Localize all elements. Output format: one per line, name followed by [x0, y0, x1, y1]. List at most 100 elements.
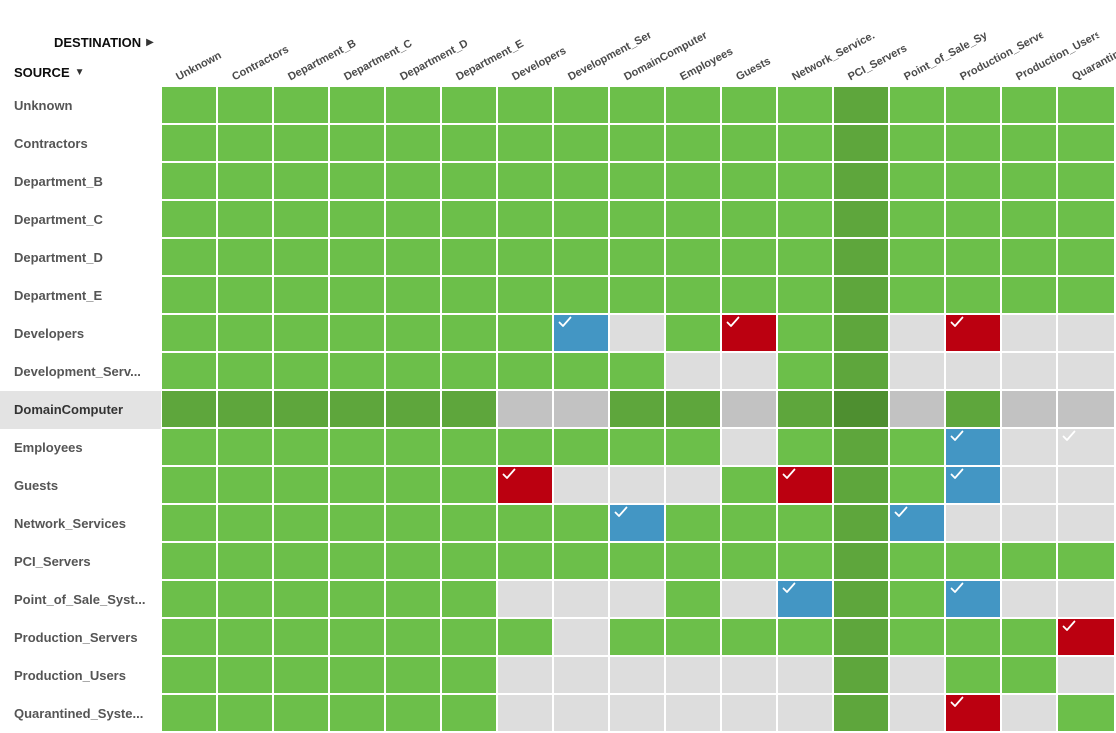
policy-cell[interactable] — [946, 87, 1000, 123]
policy-cell[interactable] — [1002, 543, 1056, 579]
policy-cell[interactable] — [162, 277, 216, 313]
policy-cell[interactable] — [498, 353, 552, 389]
policy-cell[interactable] — [498, 163, 552, 199]
policy-cell[interactable] — [162, 543, 216, 579]
policy-cell[interactable] — [330, 201, 384, 237]
policy-cell[interactable] — [274, 315, 328, 351]
policy-cell[interactable] — [218, 125, 272, 161]
policy-cell[interactable] — [666, 581, 720, 617]
policy-cell[interactable] — [946, 353, 1000, 389]
policy-cell[interactable] — [610, 87, 664, 123]
policy-cell[interactable] — [834, 125, 888, 161]
policy-cell[interactable] — [330, 543, 384, 579]
policy-cell[interactable] — [554, 239, 608, 275]
policy-cell[interactable] — [386, 543, 440, 579]
policy-cell[interactable] — [218, 315, 272, 351]
policy-cell[interactable] — [386, 619, 440, 655]
policy-cell[interactable] — [330, 391, 384, 427]
policy-cell[interactable] — [162, 619, 216, 655]
policy-cell[interactable] — [722, 467, 776, 503]
policy-cell[interactable] — [946, 657, 1000, 693]
policy-cell[interactable] — [330, 581, 384, 617]
policy-cell[interactable] — [890, 353, 944, 389]
row-header-production-users[interactable]: Production_Users — [14, 668, 126, 683]
policy-cell[interactable] — [722, 619, 776, 655]
policy-cell[interactable] — [1058, 543, 1114, 579]
policy-cell[interactable] — [722, 87, 776, 123]
policy-cell[interactable] — [498, 619, 552, 655]
policy-cell[interactable] — [834, 315, 888, 351]
policy-cell[interactable] — [778, 429, 832, 465]
policy-cell[interactable] — [890, 125, 944, 161]
policy-cell[interactable] — [1002, 581, 1056, 617]
policy-cell[interactable] — [666, 429, 720, 465]
policy-cell[interactable] — [778, 695, 832, 731]
policy-cell[interactable] — [1058, 201, 1114, 237]
policy-cell[interactable] — [722, 505, 776, 541]
policy-cell[interactable] — [386, 315, 440, 351]
policy-cell[interactable] — [610, 581, 664, 617]
policy-cell[interactable] — [386, 125, 440, 161]
source-sort-toggle[interactable]: SOURCE ▼ — [14, 65, 85, 80]
row-header-developers[interactable]: Developers — [14, 326, 85, 341]
destination-sort-toggle[interactable]: DESTINATION ▶ — [54, 35, 154, 50]
policy-cell[interactable] — [722, 239, 776, 275]
policy-cell[interactable] — [274, 657, 328, 693]
policy-cell[interactable] — [610, 277, 664, 313]
policy-cell[interactable] — [778, 277, 832, 313]
policy-cell[interactable] — [442, 239, 496, 275]
policy-cell[interactable] — [834, 505, 888, 541]
policy-cell[interactable] — [218, 657, 272, 693]
policy-cell[interactable] — [442, 125, 496, 161]
policy-cell[interactable] — [1002, 353, 1056, 389]
policy-cell[interactable] — [666, 87, 720, 123]
policy-cell[interactable] — [554, 201, 608, 237]
policy-cell[interactable] — [778, 657, 832, 693]
policy-cell[interactable] — [386, 201, 440, 237]
policy-cell[interactable] — [834, 695, 888, 731]
policy-cell[interactable] — [554, 429, 608, 465]
policy-cell[interactable] — [442, 353, 496, 389]
policy-cell[interactable] — [218, 353, 272, 389]
row-header-contractors[interactable]: Contractors — [14, 136, 88, 151]
policy-cell[interactable] — [778, 619, 832, 655]
policy-cell[interactable] — [834, 87, 888, 123]
policy-cell[interactable] — [554, 315, 608, 351]
policy-cell[interactable] — [778, 125, 832, 161]
policy-cell[interactable] — [554, 87, 608, 123]
row-header-department-b[interactable]: Department_B — [14, 174, 103, 189]
policy-cell[interactable] — [890, 87, 944, 123]
policy-cell[interactable] — [610, 695, 664, 731]
policy-cell[interactable] — [498, 467, 552, 503]
row-header-employees[interactable]: Employees — [14, 440, 83, 455]
policy-cell[interactable] — [722, 163, 776, 199]
policy-cell[interactable] — [834, 239, 888, 275]
policy-cell[interactable] — [610, 315, 664, 351]
policy-cell[interactable] — [1058, 315, 1114, 351]
policy-cell[interactable] — [386, 163, 440, 199]
policy-cell[interactable] — [386, 429, 440, 465]
policy-cell[interactable] — [778, 353, 832, 389]
policy-cell[interactable] — [834, 201, 888, 237]
policy-cell[interactable] — [498, 581, 552, 617]
policy-cell[interactable] — [498, 277, 552, 313]
policy-cell[interactable] — [890, 505, 944, 541]
policy-cell[interactable] — [1058, 505, 1114, 541]
policy-cell[interactable] — [610, 391, 664, 427]
policy-cell[interactable] — [946, 505, 1000, 541]
policy-cell[interactable] — [778, 201, 832, 237]
policy-cell[interactable] — [162, 315, 216, 351]
policy-cell[interactable] — [666, 353, 720, 389]
policy-cell[interactable] — [890, 581, 944, 617]
policy-cell[interactable] — [442, 87, 496, 123]
policy-cell[interactable] — [722, 315, 776, 351]
policy-cell[interactable] — [218, 695, 272, 731]
policy-cell[interactable] — [386, 391, 440, 427]
policy-cell[interactable] — [946, 315, 1000, 351]
policy-cell[interactable] — [610, 543, 664, 579]
policy-cell[interactable] — [834, 467, 888, 503]
policy-cell[interactable] — [778, 467, 832, 503]
policy-cell[interactable] — [274, 391, 328, 427]
policy-cell[interactable] — [1058, 581, 1114, 617]
policy-cell[interactable] — [722, 429, 776, 465]
